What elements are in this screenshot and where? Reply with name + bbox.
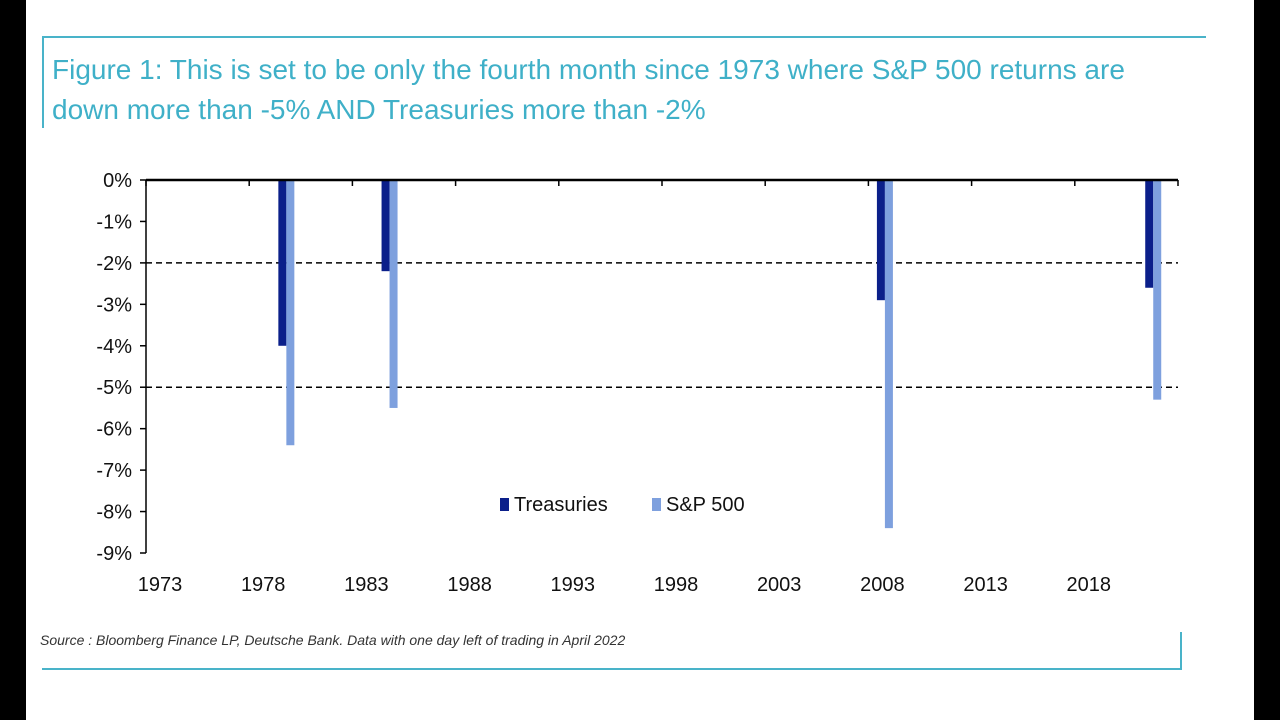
bar-s-p-500-2 [884,180,893,529]
legend-label-0: Treasuries [514,494,608,516]
y-tick-label: 0% [103,170,132,192]
bar-treasuries-0 [278,180,287,346]
bottom-rule [42,668,1182,670]
legend-label-1: S&P 500 [666,494,745,516]
y-tick-label: -6% [96,419,132,441]
chart-legend: Treasuries S&P 500 [500,494,745,516]
x-tick-label: 2013 [963,574,1008,596]
x-tick-label: 1978 [241,574,286,596]
title-tick [42,36,44,128]
bar-treasuries-1 [381,180,390,272]
y-tick-label: -4% [96,336,132,358]
y-tick-label: -7% [96,460,132,482]
y-tick-label: -5% [96,377,132,399]
x-tick-label: 1988 [447,574,492,596]
y-tick-label: -9% [96,543,132,565]
bar-s-p-500-3 [1153,180,1162,400]
bottom-tick [1180,632,1182,670]
bar-treasuries-3 [1145,180,1154,288]
x-tick-label: 1998 [654,574,699,596]
x-tick-label: 2018 [1067,574,1112,596]
legend-swatch-0 [500,498,509,511]
x-tick-label: 1983 [344,574,389,596]
source-note: Source : Bloomberg Finance LP, Deutsche … [40,632,626,648]
x-tick-label: 2008 [860,574,905,596]
x-tick-label: 1993 [551,574,596,596]
legend-swatch-1 [652,498,661,511]
title-rule [42,36,1206,38]
chart-bars [278,180,1162,529]
x-tick-label: 2003 [757,574,802,596]
bar-s-p-500-0 [286,180,295,446]
y-tick-label: -8% [96,502,132,524]
chart-axes: 0% -1% -2% -3% -4% -5% -6% -7% -8% -9% 1973 1978 198… [96,170,1179,596]
bar-s-p-500-1 [389,180,398,408]
chart-grid [146,262,1178,388]
y-tick-label: -3% [96,294,132,316]
y-tick-label: -1% [96,211,132,233]
x-tick-label: 1973 [138,574,183,596]
y-tick-label: -2% [96,253,132,275]
figure-title: Figure 1: This is set to be only the fou… [52,54,1125,125]
bar-treasuries-2 [876,180,885,301]
figure-panel [26,0,1254,720]
